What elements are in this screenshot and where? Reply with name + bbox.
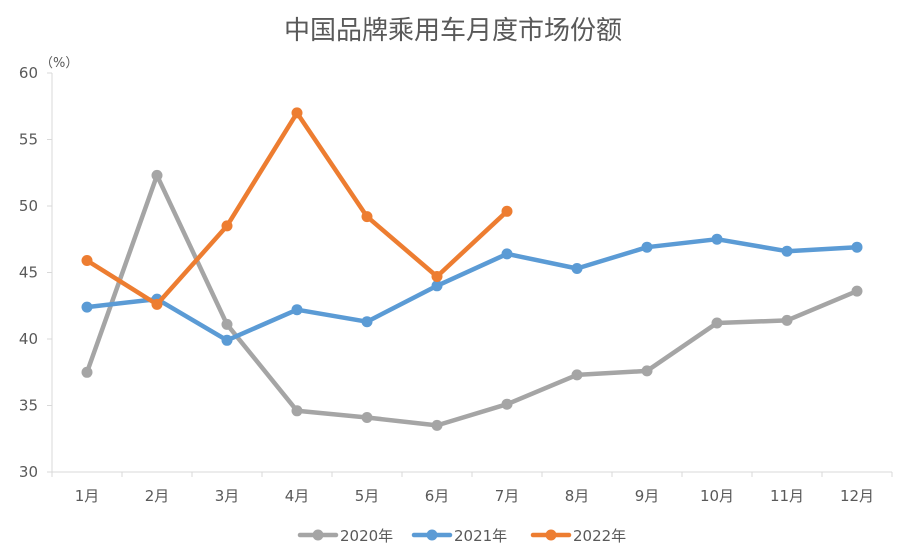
x-tick-label: 10月: [700, 487, 734, 505]
data-point: [291, 107, 303, 119]
y-tick-label: 55: [19, 131, 38, 149]
data-point: [431, 419, 443, 431]
data-point: [291, 405, 303, 417]
series-2020年: [81, 169, 863, 431]
x-tick-label: 8月: [565, 487, 590, 505]
data-point: [81, 301, 93, 313]
data-point: [501, 205, 513, 217]
series-2022年: [81, 107, 513, 310]
data-point: [501, 398, 513, 410]
legend-label: 2021年: [454, 527, 507, 545]
legend-item: 2021年: [411, 527, 507, 545]
data-point: [81, 366, 93, 378]
series-lines: [81, 107, 863, 431]
legend-item: 2022年: [530, 527, 626, 545]
data-point: [711, 233, 723, 245]
x-tick-label: 2月: [145, 487, 170, 505]
series-line: [84, 110, 510, 307]
data-point: [781, 245, 793, 257]
legend-marker-icon: [545, 529, 557, 541]
x-tick-label: 12月: [840, 487, 874, 505]
legend-marker-icon: [426, 529, 438, 541]
data-point: [81, 255, 93, 266]
data-point: [151, 169, 163, 181]
x-tick-label: 3月: [215, 487, 240, 505]
data-point: [221, 318, 233, 330]
data-point: [641, 241, 653, 253]
data-point: [361, 316, 373, 328]
x-tick-label: 11月: [770, 487, 804, 505]
data-point: [431, 280, 443, 292]
data-point: [641, 365, 653, 377]
x-tick-label: 1月: [75, 487, 100, 505]
data-point: [851, 285, 863, 297]
axes: 30 35 40 45 50 55 60（%） 1月 2月 3月 4月 5月 6月 7月 8月 9月 10月 11…: [19, 56, 893, 505]
data-point: [431, 271, 443, 282]
x-tick-label: 4月: [285, 487, 310, 505]
series-line: [84, 173, 860, 428]
data-point: [571, 263, 583, 274]
y-tick-label: 30: [19, 463, 38, 481]
data-point: [291, 304, 303, 316]
x-tick-label: 5月: [355, 487, 380, 505]
data-point: [781, 314, 793, 326]
data-point: [151, 298, 163, 310]
x-tick-label: 6月: [425, 487, 450, 505]
y-tick-label: 50: [19, 197, 38, 215]
data-point: [221, 220, 233, 232]
series-2021年: [81, 233, 863, 346]
y-tick-label: 40: [19, 330, 38, 348]
x-tick-label: 9月: [635, 487, 660, 505]
y-tick-label: 45: [19, 264, 38, 282]
y-tick-label: 60: [19, 64, 38, 82]
y-axis-unit-label: （%）: [40, 56, 78, 71]
chart-title: 中国品牌乘用车月度市场份额: [283, 16, 622, 46]
data-point: [501, 248, 513, 260]
data-point: [221, 334, 233, 346]
data-point: [851, 241, 863, 253]
legend-marker-icon: [312, 529, 324, 541]
series-line: [84, 236, 860, 343]
legend-item: 2020年: [297, 527, 393, 545]
legend-label: 2022年: [573, 527, 626, 545]
data-point: [711, 317, 723, 329]
legend-label: 2020年: [340, 527, 393, 545]
x-tick-label: 7月: [495, 487, 520, 505]
data-point: [361, 211, 373, 223]
y-tick-label: 35: [19, 397, 38, 415]
legend: 2020年 2021年 2022年: [297, 527, 626, 545]
data-point: [361, 412, 373, 423]
data-point: [571, 369, 583, 381]
